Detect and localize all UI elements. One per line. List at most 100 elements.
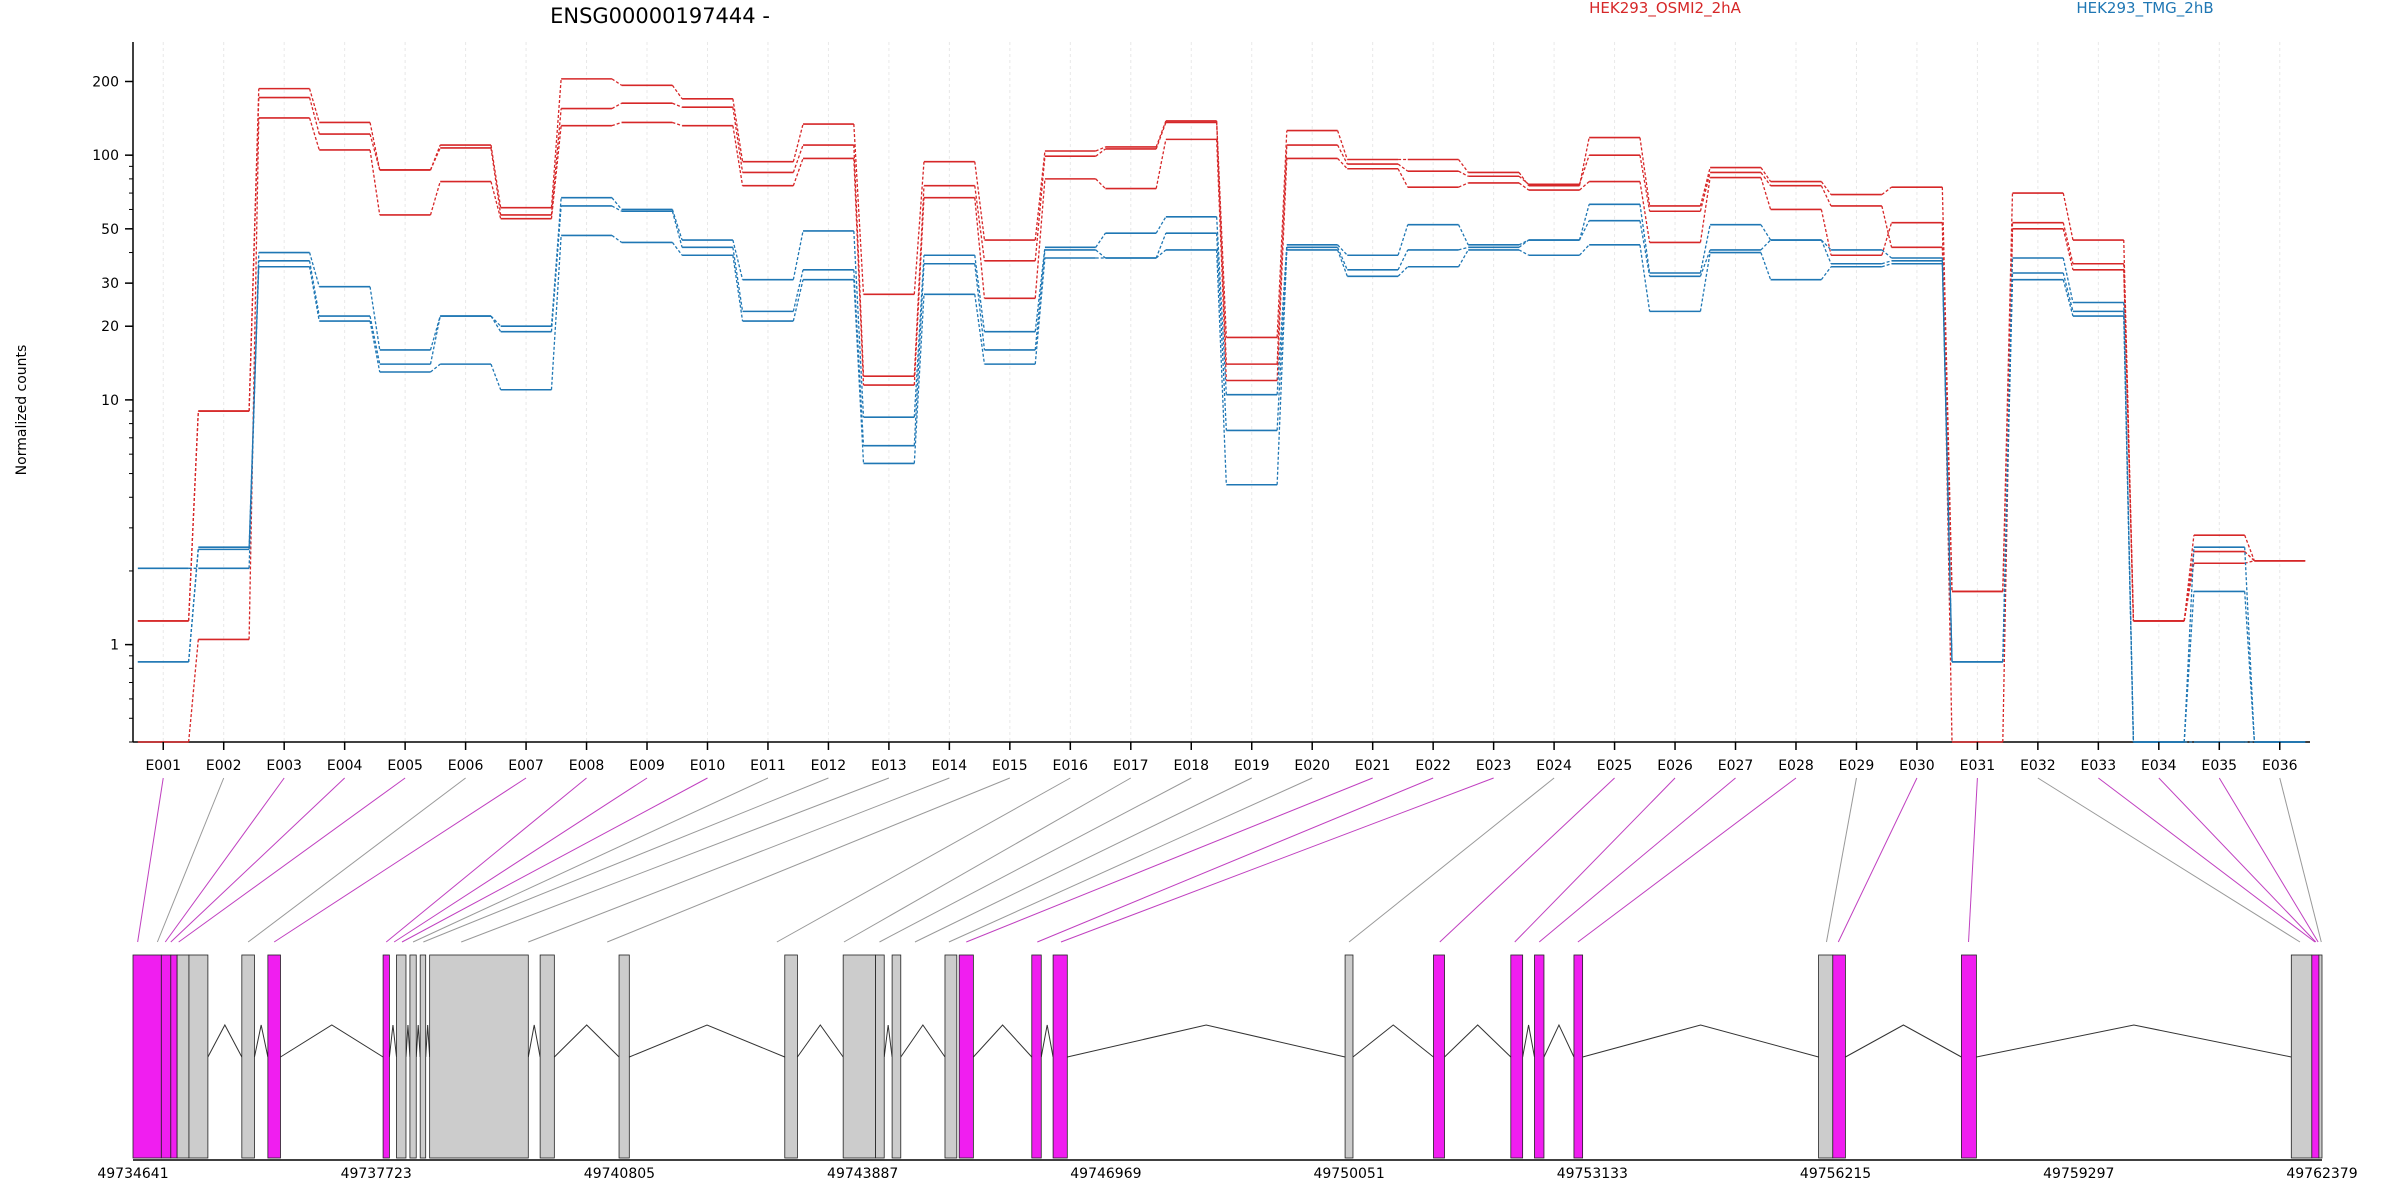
data-connector — [2244, 534, 2255, 562]
x-tick-label: E036 — [2262, 758, 2298, 774]
x-tick-label: E009 — [629, 758, 665, 774]
exon-tested — [1510, 954, 1524, 1159]
x-tick-label: E024 — [1536, 758, 1572, 774]
x-tick-label: E035 — [2202, 758, 2238, 774]
series-b — [137, 234, 2306, 743]
data-connector — [308, 97, 320, 135]
mapping-line — [2218, 777, 2319, 943]
data-connector — [974, 263, 986, 351]
intron-line — [1067, 1024, 1346, 1058]
x-tick-label: E025 — [1597, 758, 1633, 774]
data-connector — [792, 279, 804, 322]
data-connector — [611, 121, 622, 127]
data-connector — [1760, 172, 1772, 187]
x-tick-label: E013 — [871, 758, 907, 774]
intron-line — [796, 1024, 844, 1058]
exon-untested — [875, 954, 885, 1159]
data-connector — [1458, 246, 1469, 251]
x-tick-label: E016 — [1053, 758, 1089, 774]
y-tick-label: 10 — [101, 393, 119, 409]
exon-tested — [382, 954, 390, 1159]
exon-untested — [1344, 954, 1354, 1159]
mapping-line — [528, 777, 950, 943]
data-connector — [187, 639, 199, 743]
data-connector — [1397, 249, 1409, 271]
series-b — [137, 196, 2306, 743]
mapping-line — [1837, 777, 1918, 943]
data-connector — [1397, 168, 1409, 188]
x-tick-label: E031 — [1960, 758, 1996, 774]
intron-line — [405, 1024, 411, 1058]
intron-line — [415, 1024, 421, 1058]
exon-untested — [842, 954, 876, 1159]
x-tick-label: E014 — [932, 758, 968, 774]
exon-untested — [618, 954, 630, 1159]
data-connector — [974, 294, 986, 365]
data-connector — [2244, 547, 2256, 743]
mapping-line — [914, 777, 1252, 943]
x-tick-label: E032 — [2020, 758, 2056, 774]
data-connector — [1034, 150, 1046, 241]
intron-line — [425, 1024, 431, 1058]
data-connector — [369, 122, 381, 171]
intron-line — [207, 1023, 243, 1058]
data-connector — [2062, 228, 2074, 270]
intron-line — [253, 1024, 269, 1058]
mapping-line — [1538, 777, 1736, 943]
data-connector — [1336, 130, 1348, 160]
y-tick-label: 100 — [92, 148, 119, 164]
x-tick-label: E021 — [1355, 758, 1391, 774]
data-connector — [1760, 224, 1772, 241]
mapping-line — [1439, 777, 1615, 943]
mapping-line — [385, 777, 587, 943]
data-connector — [1155, 249, 1167, 259]
exon-untested — [1818, 954, 1834, 1159]
mapping-line — [1968, 777, 1978, 943]
exon-untested — [429, 954, 529, 1159]
data-connector — [1458, 170, 1469, 177]
exon-untested — [241, 954, 255, 1159]
coordinate-label: 49740805 — [584, 1166, 655, 1182]
intron-line — [900, 1024, 946, 1058]
data-connector — [672, 102, 683, 108]
mapping-line — [156, 777, 225, 943]
data-connector — [1337, 244, 1348, 256]
x-tick-label: E030 — [1899, 758, 1935, 774]
data-connector — [308, 117, 320, 151]
data-connector — [1881, 249, 1892, 259]
data-connector — [1518, 172, 1530, 187]
intron-line — [1582, 1024, 1819, 1058]
data-connector — [913, 255, 925, 418]
data-connector — [671, 84, 683, 100]
coordinate-label: 49753133 — [1557, 1166, 1628, 1182]
mapping-line — [843, 777, 1132, 943]
intron-line — [1444, 1024, 1512, 1058]
data-connector — [2123, 302, 2135, 743]
x-tick-label: E017 — [1113, 758, 1149, 774]
exon-tested — [1052, 954, 1068, 1159]
data-connector — [1095, 148, 1106, 157]
x-tick-label: E003 — [266, 758, 302, 774]
data-connector — [1337, 247, 1348, 271]
coordinate-label: 49756215 — [1800, 1166, 1871, 1182]
x-tick-label: E007 — [508, 758, 544, 774]
data-connector — [2062, 272, 2074, 312]
data-connector — [1034, 249, 1046, 350]
coordinate-label: 49737723 — [341, 1166, 412, 1182]
data-connector — [429, 144, 441, 171]
data-connector — [490, 315, 502, 333]
data-connector — [429, 315, 441, 365]
grid-lines — [162, 42, 2281, 742]
data-connector — [1458, 159, 1469, 173]
y-tick-label: 200 — [92, 74, 119, 90]
x-tick-label: E033 — [2081, 758, 2117, 774]
series-lines — [137, 78, 2306, 743]
exon-untested — [891, 954, 902, 1159]
x-tick-label: E029 — [1839, 758, 1875, 774]
x-tick-label: E008 — [569, 758, 605, 774]
data-connector — [792, 158, 804, 186]
data-connector — [732, 247, 744, 312]
x-tick-label: E001 — [145, 758, 181, 774]
mapping-line — [2037, 777, 2301, 943]
data-connector — [248, 252, 260, 569]
